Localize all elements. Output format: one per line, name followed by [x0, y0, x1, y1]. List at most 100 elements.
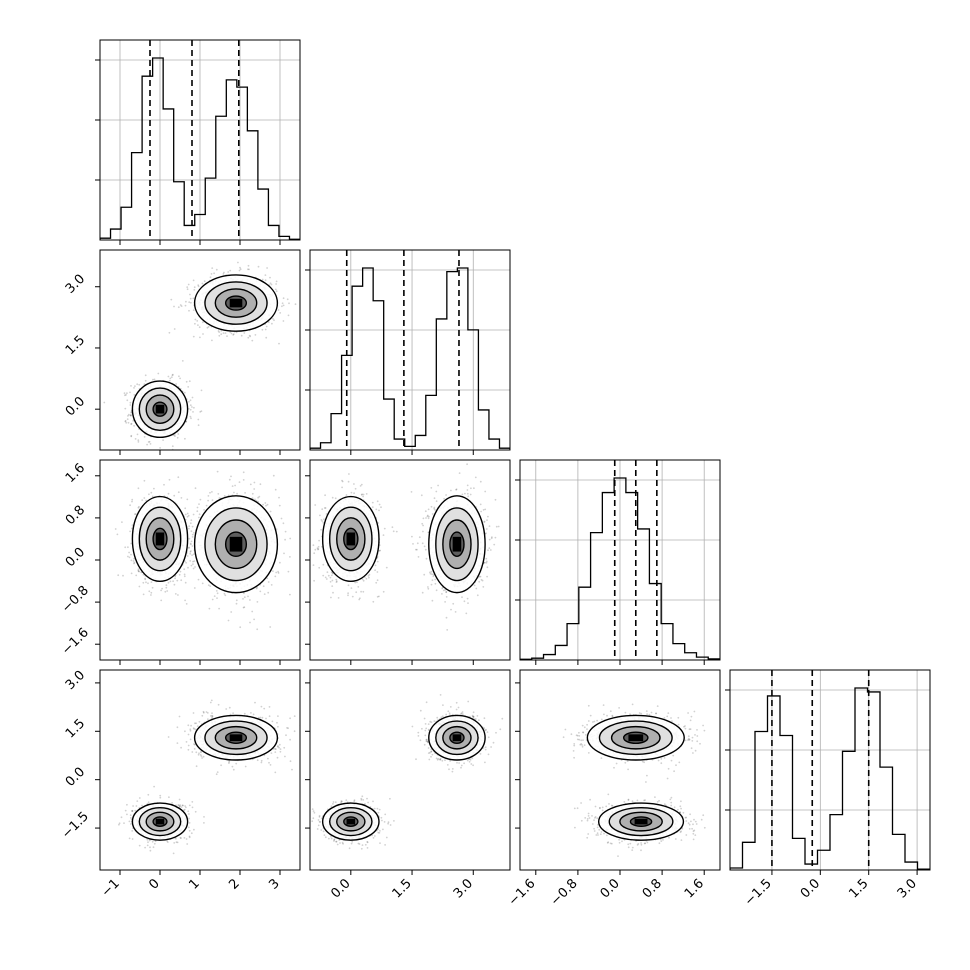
scatter-point: [269, 276, 271, 279]
scatter-point: [275, 571, 278, 574]
scatter-point: [143, 436, 146, 438]
scatter-point: [138, 383, 141, 386]
scatter-point: [162, 439, 165, 441]
scatter-point: [238, 269, 241, 272]
scatter-point: [435, 490, 438, 493]
scatter-point: [271, 322, 273, 325]
scatter-point: [130, 385, 132, 387]
scatter-point: [188, 400, 190, 403]
scatter-point: [243, 332, 246, 334]
scatter-point: [185, 603, 188, 605]
scatter-point: [147, 582, 149, 585]
scatter-point: [132, 420, 135, 422]
scatter-point: [133, 394, 136, 396]
scatter-point: [261, 328, 264, 331]
scatter-point: [262, 585, 265, 588]
scatter-point: [284, 538, 286, 541]
scatter-point: [374, 569, 376, 572]
scatter-point: [174, 577, 177, 580]
scatter-point: [368, 573, 371, 576]
scatter-point: [130, 414, 132, 417]
scatter-point: [335, 580, 338, 583]
scatter-point: [197, 424, 200, 427]
histogram-1: [310, 267, 510, 450]
scatter-point: [150, 591, 153, 594]
scatter-point: [199, 411, 202, 413]
scatter-point: [172, 373, 174, 376]
scatter-point: [259, 590, 262, 593]
scatter-point: [230, 611, 233, 613]
scatter-point: [188, 407, 190, 410]
scatter-point: [207, 499, 210, 502]
scatter-point: [258, 495, 261, 498]
scatter-point: [347, 594, 349, 597]
scatter-point: [179, 570, 182, 573]
scatter-point: [431, 513, 434, 515]
scatter-point: [283, 552, 285, 555]
scatter-point: [189, 542, 192, 545]
scatter-point: [322, 574, 325, 577]
scatter-point: [251, 497, 254, 499]
scatter-point: [174, 575, 177, 578]
scatter-point: [197, 285, 200, 288]
scatter-point: [427, 586, 429, 588]
scatter-point: [289, 593, 291, 596]
scatter-point: [224, 594, 227, 597]
scatter-point: [320, 519, 323, 521]
scatter-point: [488, 547, 491, 549]
scatter-point: [193, 289, 196, 291]
scatter-point: [190, 519, 193, 522]
scatter-point: [239, 626, 242, 629]
scatter-point: [163, 483, 165, 486]
panel-frame: [99, 249, 301, 451]
scatter-point: [213, 272, 216, 275]
scatter-point: [348, 473, 350, 475]
scatter-point: [186, 512, 189, 515]
scatter-point: [266, 267, 268, 269]
scatter-point: [256, 628, 259, 631]
scatter-point: [186, 515, 189, 518]
scatter-point: [189, 408, 192, 411]
scatter-point: [127, 555, 129, 558]
scatter-point: [180, 497, 183, 499]
scatter-point: [196, 506, 199, 509]
scatter-point: [165, 584, 168, 587]
scatter-point: [203, 280, 206, 283]
scatter-point: [362, 495, 364, 498]
scatter-point: [351, 595, 354, 598]
scatter-point: [350, 587, 353, 589]
scatter-point: [137, 570, 140, 573]
scatter-point: [188, 547, 190, 549]
scatter-point: [324, 576, 327, 579]
scatter-point: [317, 548, 320, 550]
scatter-point: [187, 566, 189, 569]
scatter-point: [149, 443, 152, 445]
scatter-point: [248, 268, 250, 271]
scatter-point: [335, 578, 338, 581]
scatter-point: [253, 481, 256, 484]
scatter-point: [215, 268, 218, 271]
scatter-point: [254, 498, 256, 501]
scatter-point: [159, 447, 162, 449]
scatter-point: [240, 334, 243, 337]
scatter-point: [356, 581, 358, 584]
scatter-point: [129, 401, 132, 404]
y-tick-label: 1.5: [63, 333, 88, 358]
scatter-point: [192, 560, 194, 563]
scatter-point: [164, 590, 167, 593]
scatter-point: [128, 551, 131, 554]
scatter-point: [124, 420, 127, 422]
scatter-point: [278, 342, 280, 345]
scatter-point: [371, 501, 374, 504]
scatter-point: [391, 526, 394, 529]
scatter-point: [317, 545, 320, 548]
density-peak: [229, 536, 243, 552]
scatter-point: [125, 394, 127, 396]
scatter-point: [227, 619, 230, 622]
scatter-point: [145, 581, 147, 584]
scatter-point: [141, 499, 144, 501]
scatter-point: [289, 556, 291, 558]
scatter-point: [450, 489, 452, 492]
scatter-point: [242, 471, 245, 474]
scatter-point: [282, 304, 285, 307]
